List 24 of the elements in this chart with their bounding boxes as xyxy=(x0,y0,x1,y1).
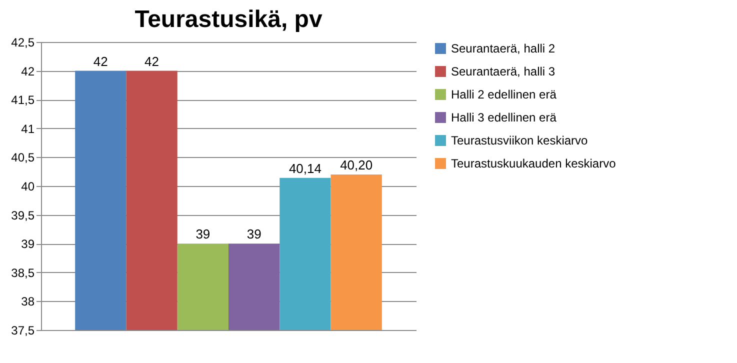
y-tick-label: 42 xyxy=(21,64,35,78)
chart-title: Teurastusikä, pv xyxy=(134,6,323,33)
y-tick-label: 39 xyxy=(21,237,35,252)
data-label: 39 xyxy=(246,226,262,242)
y-tick-label: 42,5 xyxy=(11,36,35,50)
data-label: 42 xyxy=(144,54,160,69)
y-tick-label: 38,5 xyxy=(11,266,35,280)
data-label: 39 xyxy=(196,226,210,242)
legend-label: Teurastuskuukauden keskiarvo xyxy=(451,156,616,170)
data-label: 40,14 xyxy=(288,160,322,176)
y-tick-label: 38 xyxy=(21,294,35,309)
legend-label: Halli 3 edellinen erä xyxy=(451,110,557,124)
y-tick-label: 41 xyxy=(21,122,35,136)
y-tick-label: 40 xyxy=(21,180,35,194)
y-tick-label: 40,5 xyxy=(11,150,35,165)
data-label: 40,20 xyxy=(340,157,373,172)
data-label: 42 xyxy=(93,54,108,69)
y-tick-label: 39,5 xyxy=(11,208,35,222)
legend-label: Seurantaerä, halli 2 xyxy=(451,42,556,56)
legend-label: Teurastusviikon keskiarvo xyxy=(451,134,588,148)
y-tick-label: 41,5 xyxy=(11,93,35,108)
legend-label: Seurantaerä, halli 3 xyxy=(451,64,556,78)
y-tick-label: 37,5 xyxy=(11,324,35,338)
legend-label: Halli 2 edellinen erä xyxy=(451,88,557,102)
